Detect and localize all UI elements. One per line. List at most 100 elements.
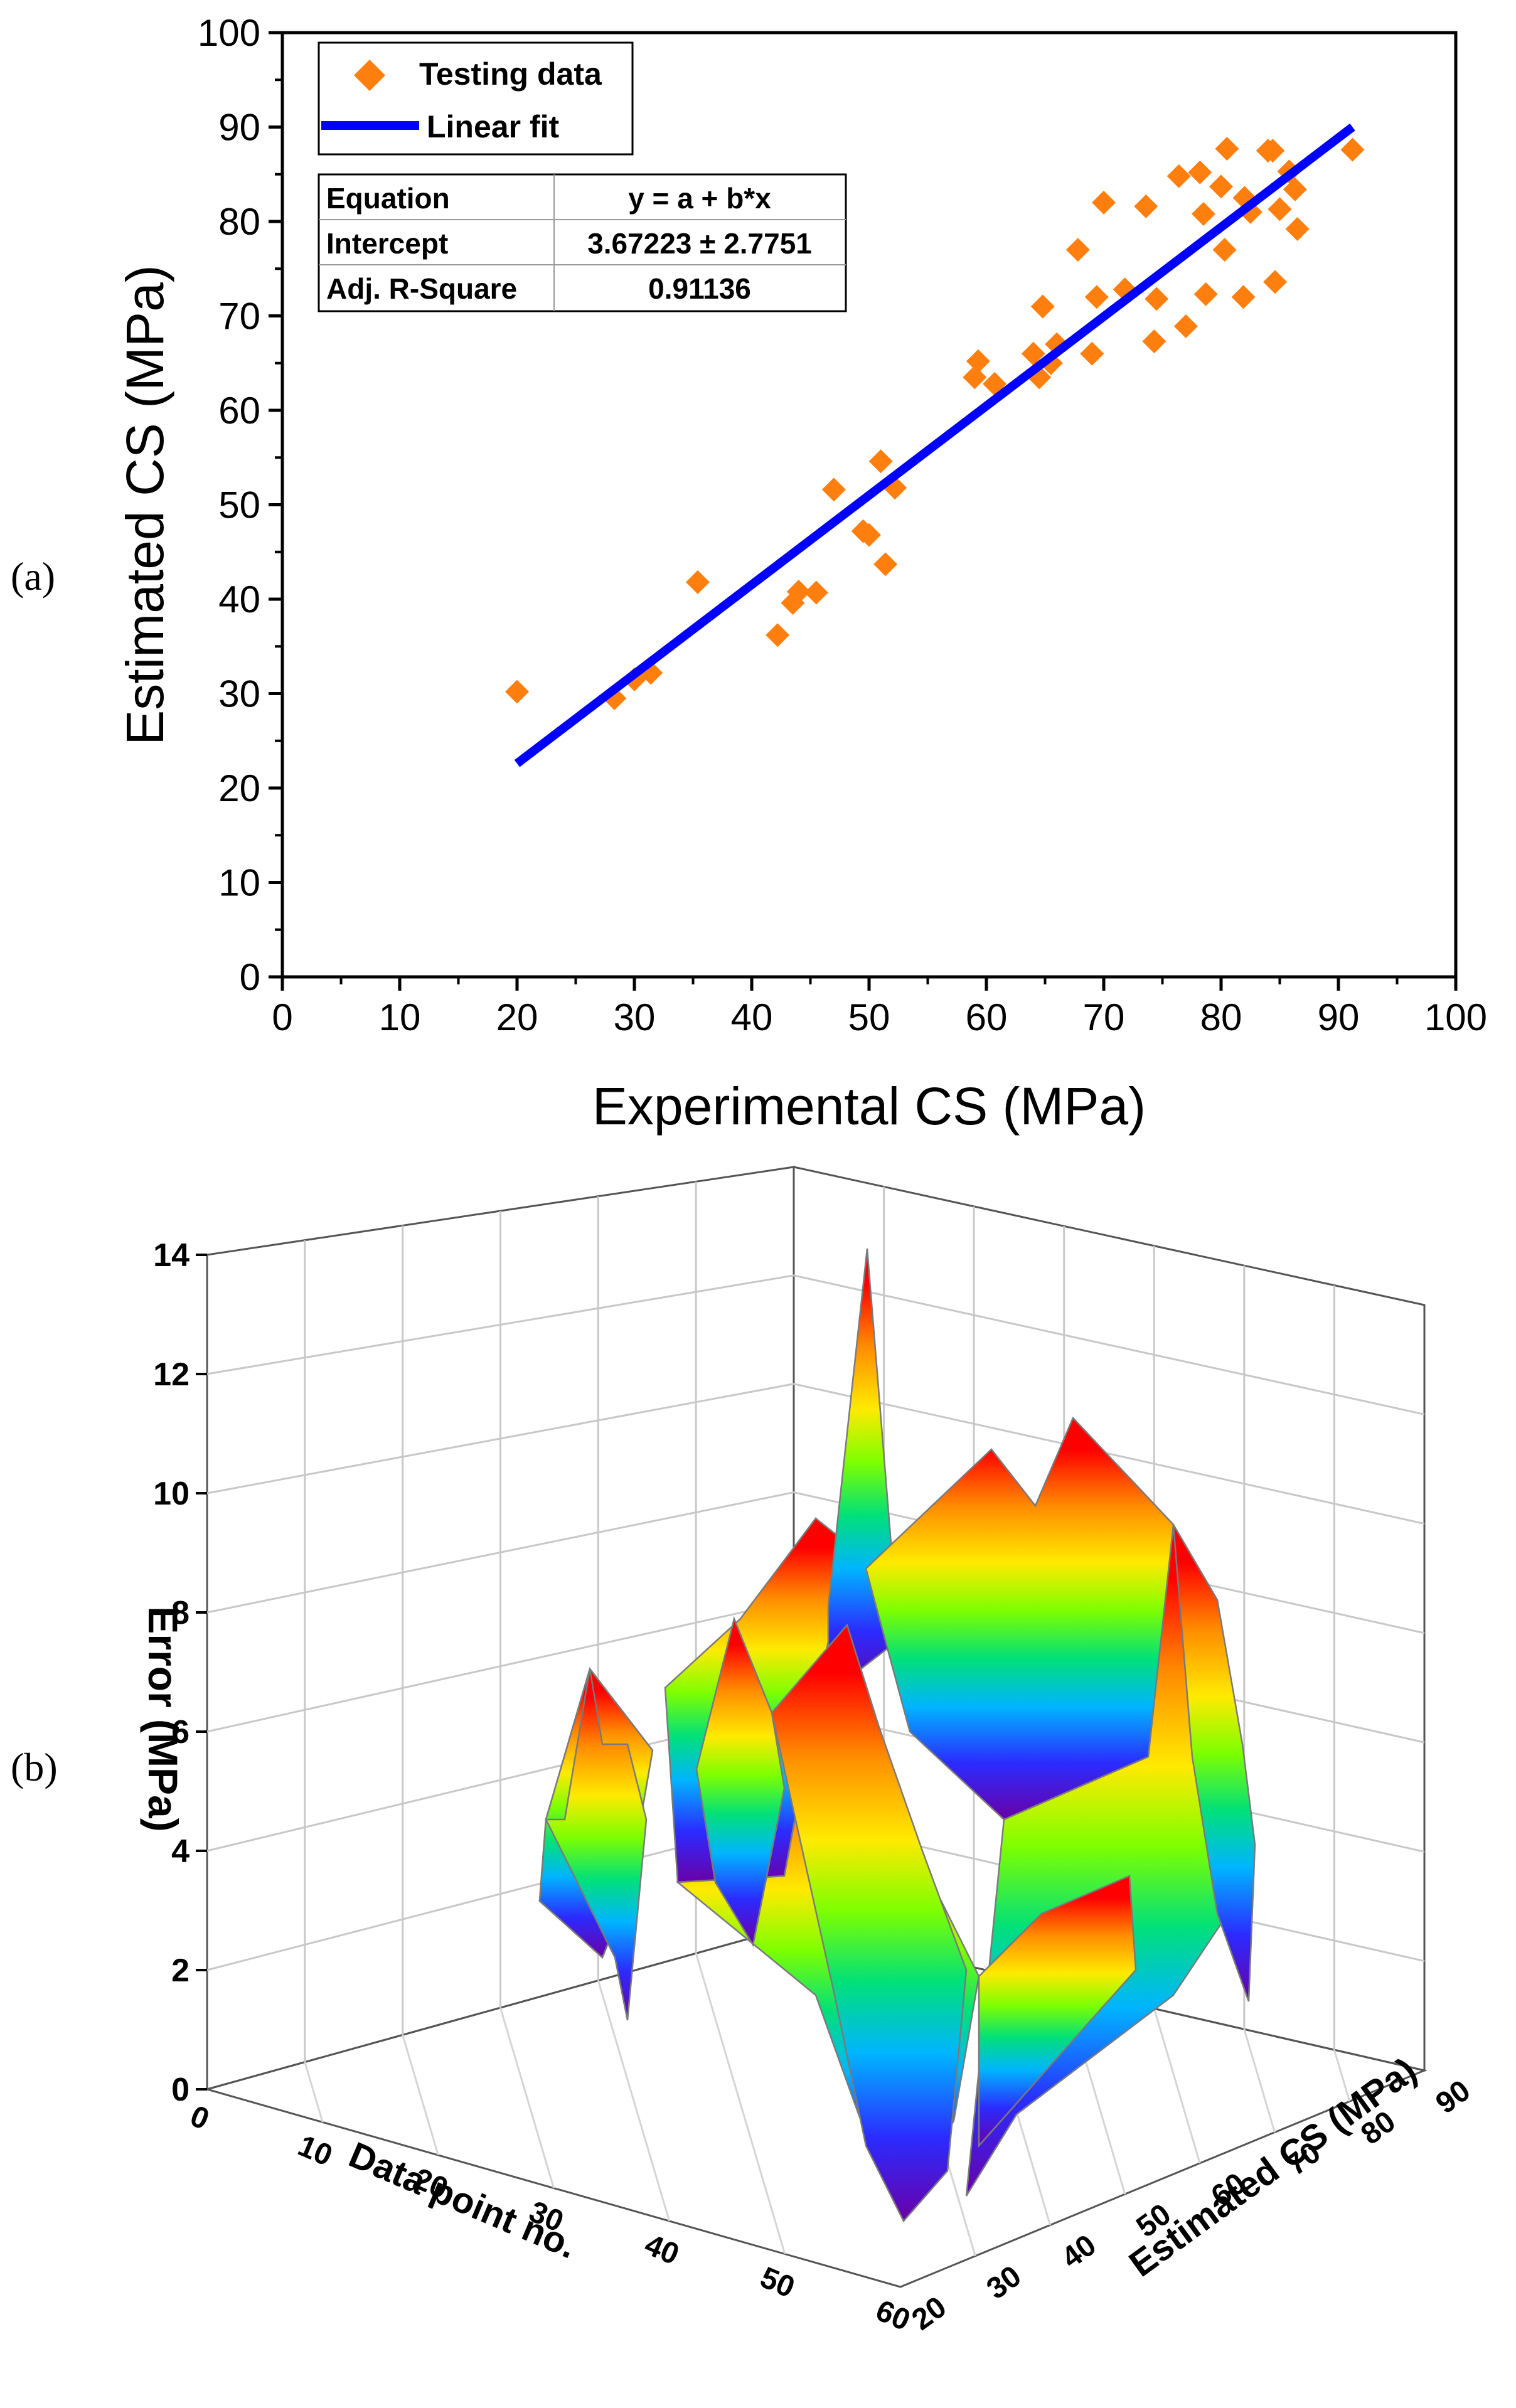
- data-point: [966, 349, 990, 373]
- data-point: [1212, 238, 1237, 262]
- y-axis-label-3d: Estimated CS (MPa): [1122, 2050, 1424, 2285]
- data-point: [1231, 285, 1256, 309]
- y-tick-label: 0: [240, 956, 260, 998]
- plot-frame: [280, 31, 1458, 979]
- fit-table-equation-value: y = a + b*x: [628, 182, 771, 215]
- y-tick-label: 90: [218, 107, 260, 149]
- surface-front-ridge: [771, 1623, 968, 2223]
- data-point: [766, 623, 790, 647]
- y-tick-label-3d: 90: [1430, 2074, 1476, 2120]
- y-tick-label: 80: [218, 201, 260, 243]
- z-tick-label: 10: [153, 1476, 190, 1512]
- y-tick-label: 10: [218, 862, 260, 904]
- y-tick-label: 20: [218, 767, 260, 809]
- data-point: [1263, 270, 1288, 294]
- floor-gridline: [1333, 2049, 1351, 2102]
- x-tick-label-3d: 10: [293, 2129, 337, 2173]
- linear-fit: [514, 123, 1355, 767]
- data-point: [1173, 314, 1198, 339]
- y-axis-label: Estimated CS (MPa): [115, 265, 174, 745]
- data-point: [1215, 137, 1239, 161]
- floor-gridline: [695, 1953, 786, 2254]
- floor-gridline: [304, 2062, 324, 2123]
- data-point: [804, 580, 828, 605]
- z-tick-label: 8: [171, 1595, 190, 1631]
- fit-table-equation-label: Equation: [326, 182, 450, 215]
- data-point: [857, 523, 881, 547]
- surface-right-edge: [1172, 1524, 1256, 2002]
- data-point: [868, 449, 893, 474]
- z-tick-label: 2: [171, 1953, 190, 1989]
- data-point: [1285, 217, 1310, 242]
- surface-peak-2: [695, 1616, 786, 1947]
- floor-gridline: [1153, 2008, 1201, 2164]
- y-tick-label: 30: [218, 673, 260, 715]
- z-tick-label: 12: [153, 1356, 190, 1393]
- fit-table-r2-label: Adj. R-Square: [326, 272, 517, 305]
- error-surface: [538, 1248, 1256, 2223]
- fit-table-intercept-label: Intercept: [326, 227, 448, 260]
- z-axis-label: Error (MPa): [140, 1606, 186, 1831]
- x-tick-label: 50: [848, 996, 890, 1038]
- floor-gridline: [402, 2034, 439, 2156]
- legend: Testing data Linear fit: [318, 41, 634, 156]
- x-tick-label: 90: [1318, 996, 1360, 1038]
- fit-table-intercept-value: 3.67223 ± 2.7751: [587, 227, 812, 260]
- data-point: [1188, 160, 1212, 184]
- data-point: [1340, 137, 1365, 162]
- scatter-chart: 0 10 20 30 40 50 60 70 80 90 100 0 10 20 30 40 50 60 70 80 9…: [115, 12, 1487, 1136]
- floor-gridline: [597, 1980, 671, 2222]
- data-point: [821, 477, 846, 502]
- z-tick-label: 0: [171, 2072, 190, 2108]
- legend-line-label: Linear fit: [427, 109, 559, 144]
- data-point: [1134, 194, 1158, 218]
- x-tick-label: 80: [1200, 996, 1242, 1038]
- x-tick-label: 40: [731, 996, 773, 1038]
- y-tick-label: 50: [218, 484, 260, 526]
- data-point: [685, 570, 710, 594]
- z-tick-label: 14: [153, 1237, 190, 1274]
- fit-table-r2-value: 0.91136: [648, 272, 751, 305]
- data-point: [1092, 190, 1116, 215]
- data-point: [1261, 139, 1285, 163]
- data-point: [963, 365, 987, 390]
- x-tick-label: 60: [966, 996, 1008, 1038]
- data-point: [1166, 164, 1191, 188]
- legend-scatter-label: Testing data: [419, 56, 602, 92]
- data-point: [1021, 341, 1045, 366]
- x-tick-label: 20: [496, 996, 538, 1038]
- floor-gridline: [1243, 2028, 1276, 2133]
- y-tick-label: 70: [218, 296, 260, 338]
- panel-label-b: (b): [11, 1745, 58, 1789]
- data-point: [1145, 287, 1169, 311]
- surface-front-right: [978, 1875, 1137, 2148]
- data-point: [1268, 197, 1292, 221]
- fit-table-box: [318, 173, 847, 312]
- floor-gridline: [499, 2007, 555, 2188]
- data-point: [1142, 329, 1166, 354]
- x-tick-label: 0: [272, 996, 292, 1038]
- x-tick-label-3d: 50: [755, 2261, 799, 2304]
- data-point: [1080, 341, 1104, 366]
- y-tick-label-3d: 40: [1055, 2229, 1102, 2275]
- data-point: [1030, 294, 1055, 319]
- fit-table: Equation y = a + b*x Intercept 3.67223 ±…: [318, 173, 847, 312]
- data-point: [505, 679, 529, 704]
- x-axis-label: Experimental CS (MPa): [592, 1077, 1146, 1136]
- surface-chart: Error (MPa) Data point no. Estimated CS …: [140, 1166, 1476, 2338]
- data-point: [1084, 285, 1109, 309]
- scatter-axes: 0 10 20 30 40 50 60 70 80 90 100 0 10 20 30 40 50 60 70 80 9…: [198, 12, 1487, 1038]
- y-tick-label-3d: 20: [906, 2290, 953, 2336]
- x-tick-label: 100: [1424, 996, 1487, 1038]
- surface-left-peak: [544, 1668, 648, 2021]
- data-point: [786, 579, 811, 604]
- y-tick-label-3d: 30: [981, 2259, 1027, 2306]
- fit-line: [514, 123, 1355, 767]
- data-point: [1193, 282, 1218, 306]
- data-point: [1209, 174, 1233, 199]
- x-tick-label-3d: 60: [871, 2294, 915, 2338]
- x-tick-label: 30: [614, 996, 656, 1038]
- x-tick-label: 10: [379, 996, 421, 1038]
- data-point: [873, 552, 898, 577]
